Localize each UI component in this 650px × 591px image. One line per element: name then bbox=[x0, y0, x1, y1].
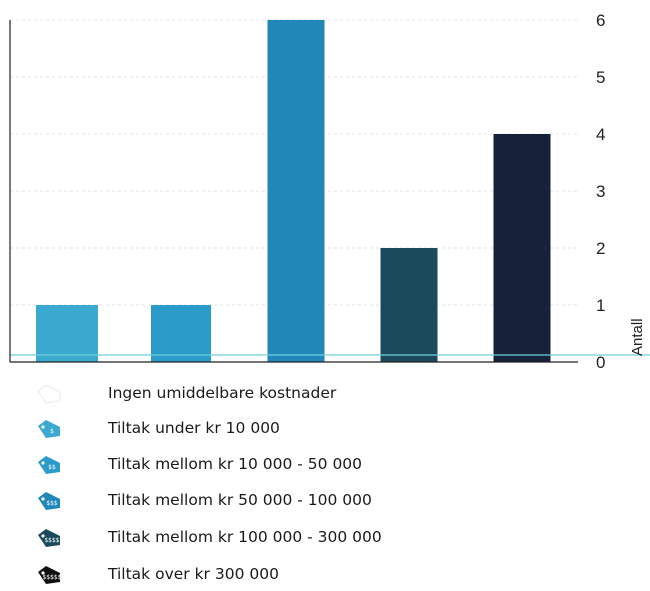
legend-label: Tiltak mellom kr 100 000 - 300 000 bbox=[108, 528, 382, 546]
tag-shape bbox=[38, 529, 60, 547]
legend-label: Tiltak mellom kr 10 000 - 50 000 bbox=[108, 455, 363, 473]
tag-dollar-signs: $$$$ bbox=[44, 537, 59, 544]
bars bbox=[36, 20, 551, 362]
y-axis-label: Antall bbox=[629, 318, 646, 356]
y-tick-label: 6 bbox=[596, 11, 605, 30]
price-tag-2-dollar-icon: $$ bbox=[38, 456, 60, 474]
y-tick-label: 3 bbox=[596, 182, 605, 201]
legend-label: Ingen umiddelbare kostnader bbox=[108, 384, 337, 402]
bar bbox=[267, 20, 325, 362]
legend-item: $$$$$ Tiltak over kr 300 000 bbox=[0, 562, 650, 590]
y-tick-labels: 0 1 2 3 4 5 6 bbox=[596, 11, 605, 372]
tag-hole bbox=[41, 534, 45, 538]
y-tick-label: 1 bbox=[596, 296, 605, 315]
price-tag-3-dollar-icon: $$$ bbox=[38, 492, 60, 510]
tag-dollar-signs: $$$$$ bbox=[42, 574, 61, 581]
bar bbox=[493, 134, 551, 362]
legend-label: Tiltak mellom kr 50 000 - 100 000 bbox=[108, 491, 372, 509]
legend-item: $ Tiltak under kr 10 000 bbox=[0, 416, 650, 444]
y-tick-label: 0 bbox=[596, 353, 605, 372]
legend-label: Tiltak under kr 10 000 bbox=[108, 419, 280, 437]
tag-shape bbox=[38, 566, 60, 584]
tag-shape bbox=[38, 420, 60, 438]
price-tag-4-dollar-icon: $$$$ bbox=[38, 529, 60, 547]
legend-item: $$$$ Tiltak mellom kr 100 000 - 300 000 bbox=[0, 525, 650, 553]
price-tag-1-dollar-icon: $ bbox=[38, 420, 60, 438]
y-tick-label: 2 bbox=[596, 239, 605, 258]
tag-dollar-signs: $$ bbox=[48, 464, 56, 471]
tag-hole bbox=[41, 571, 45, 575]
legend-item: $$$ Tiltak mellom kr 50 000 - 100 000 bbox=[0, 488, 650, 516]
tag-shape bbox=[38, 456, 60, 474]
tag-shape bbox=[38, 492, 60, 510]
tag-hole bbox=[41, 425, 45, 429]
bar bbox=[151, 305, 211, 362]
bar bbox=[36, 305, 98, 362]
legend-item: Ingen umiddelbare kostnader bbox=[0, 381, 650, 409]
tag-dollar-signs: $ bbox=[50, 428, 54, 435]
legend-label: Tiltak over kr 300 000 bbox=[108, 565, 279, 583]
tag-hole bbox=[41, 461, 45, 465]
tag-hole bbox=[41, 497, 45, 501]
tag-dollar-signs: $$$ bbox=[46, 500, 58, 507]
legend-item: $$ Tiltak mellom kr 10 000 - 50 000 bbox=[0, 452, 650, 480]
tag-shape bbox=[37, 384, 61, 404]
y-tick-label: 4 bbox=[596, 125, 605, 144]
bar bbox=[380, 248, 438, 362]
blank-price-tag-icon bbox=[37, 384, 61, 404]
bar-chart: 0 1 2 3 4 5 6 Antall bbox=[9, 11, 650, 372]
y-tick-label: 5 bbox=[596, 68, 605, 87]
price-tag-5-dollar-icon: $$$$$ bbox=[38, 566, 62, 584]
